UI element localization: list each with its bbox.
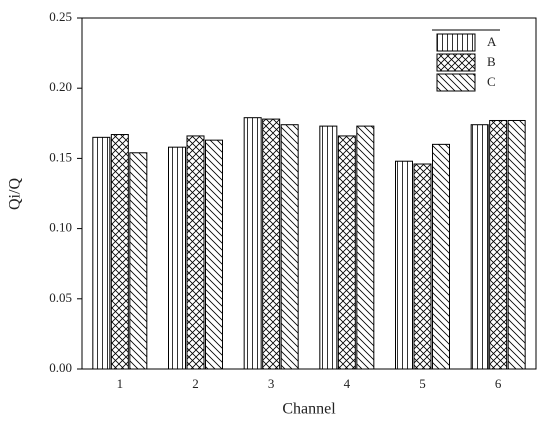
- y-tick-label: 0.00: [49, 360, 72, 375]
- bar: [337, 135, 356, 370]
- legend-swatch: [436, 53, 476, 72]
- x-tick-label: 1: [117, 376, 124, 391]
- x-tick-label: 4: [344, 376, 351, 391]
- legend-swatch: [436, 33, 476, 52]
- y-tick-label: 0.10: [49, 220, 72, 235]
- bar: [186, 135, 205, 370]
- bar: [413, 163, 432, 370]
- bar: [110, 134, 129, 370]
- legend-label: C: [487, 74, 496, 89]
- x-tick-label: 5: [419, 376, 426, 391]
- y-tick-label: 0.15: [49, 149, 72, 164]
- bar: [92, 136, 111, 370]
- y-tick-label: 0.20: [49, 79, 72, 94]
- bar: [489, 119, 508, 370]
- bar: [243, 117, 262, 370]
- bar: [129, 152, 148, 370]
- legend-label: B: [487, 54, 496, 69]
- bar: [395, 160, 413, 370]
- legend-swatch: [436, 73, 476, 92]
- x-tick-label: 3: [268, 376, 275, 391]
- x-tick-label: 2: [192, 376, 199, 391]
- bar: [507, 119, 526, 370]
- y-tick-label: 0.25: [49, 9, 72, 24]
- bar: [262, 118, 281, 370]
- plot-frame: [81, 17, 537, 370]
- bar: [470, 124, 489, 370]
- bar: [432, 143, 450, 370]
- bar: [168, 146, 186, 370]
- y-tick-label: 0.05: [49, 290, 72, 305]
- bar: [356, 125, 375, 370]
- y-axis-title: Qi/Q: [7, 178, 24, 210]
- x-axis-title: Channel: [282, 401, 336, 418]
- legend-label: A: [487, 34, 497, 49]
- x-tick-label: 6: [495, 376, 502, 391]
- bar: [205, 139, 223, 370]
- bar: [280, 124, 299, 370]
- bar: [319, 125, 338, 370]
